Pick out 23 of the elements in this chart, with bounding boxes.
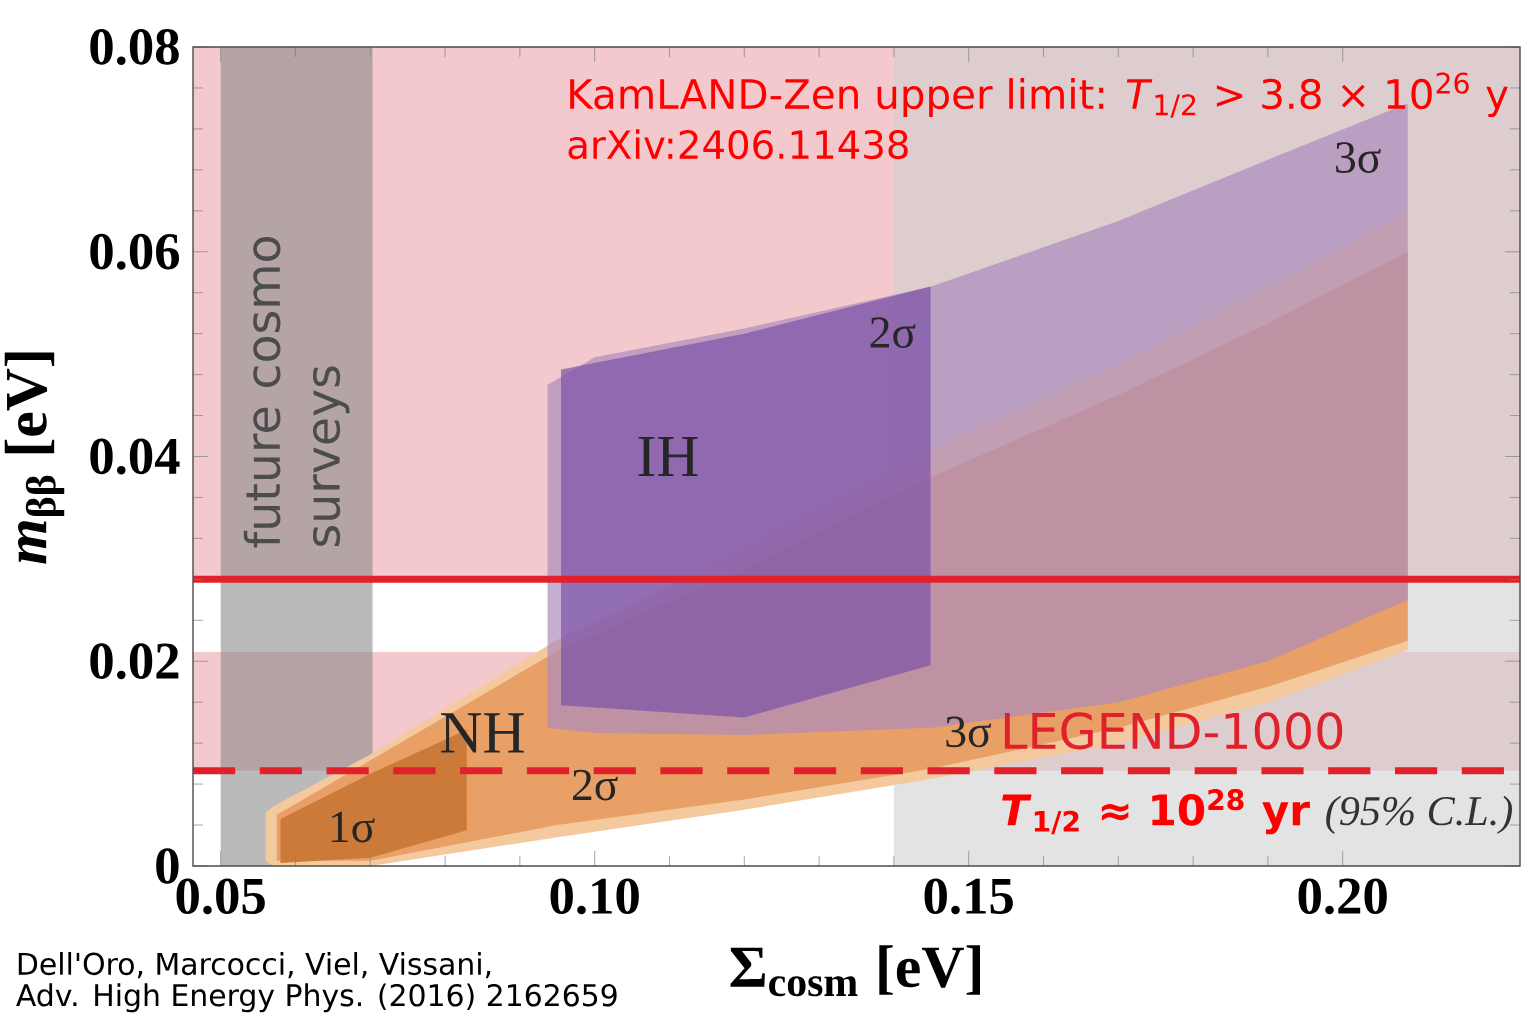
x-axis-title: Σ$_{cosm}$ [eV] xyxy=(730,945,980,997)
annotation: NH xyxy=(441,713,524,753)
series-label: 3σ xyxy=(1336,142,1381,173)
series-label: 3σ xyxy=(946,716,991,748)
y-tick-label: 0.02 xyxy=(90,643,179,680)
y-tick-label: 0.08 xyxy=(90,29,179,65)
y-tick-label: 0.06 xyxy=(90,233,180,270)
series-label: 2σ xyxy=(870,317,916,348)
y-tick-label: 0.04 xyxy=(90,438,180,475)
x-tick-label: 0.15 xyxy=(924,878,1013,915)
annotation: IH xyxy=(638,436,698,477)
text: Dell'Oro, Marcocci, Viel, Vissani, xyxy=(18,951,491,979)
series-label: 2σ xyxy=(572,769,618,801)
annotation: T$_{1/2}$ ≈ 10$^{28}$ yr xyxy=(1002,789,1310,835)
x-tick-label: 0.10 xyxy=(550,878,639,915)
annotation: KamLAND-Zen upper limit: T$_{1/2}$ > 3.8 × 10$^{26}$ y xyxy=(570,72,1508,118)
y-axis-title: m$_{ββ}$ [eV] xyxy=(4,352,65,564)
annotation: (95% C.L.) xyxy=(1326,795,1513,834)
x-tick-label: 0.20 xyxy=(1298,878,1387,915)
band-label: future cosmo surveys xyxy=(243,237,350,548)
text: Adv. High Energy Phys. (2016) 2162659 xyxy=(16,983,617,1013)
series-label: 1σ xyxy=(331,811,375,843)
annotation: arXiv:2406.11438 xyxy=(568,129,908,160)
